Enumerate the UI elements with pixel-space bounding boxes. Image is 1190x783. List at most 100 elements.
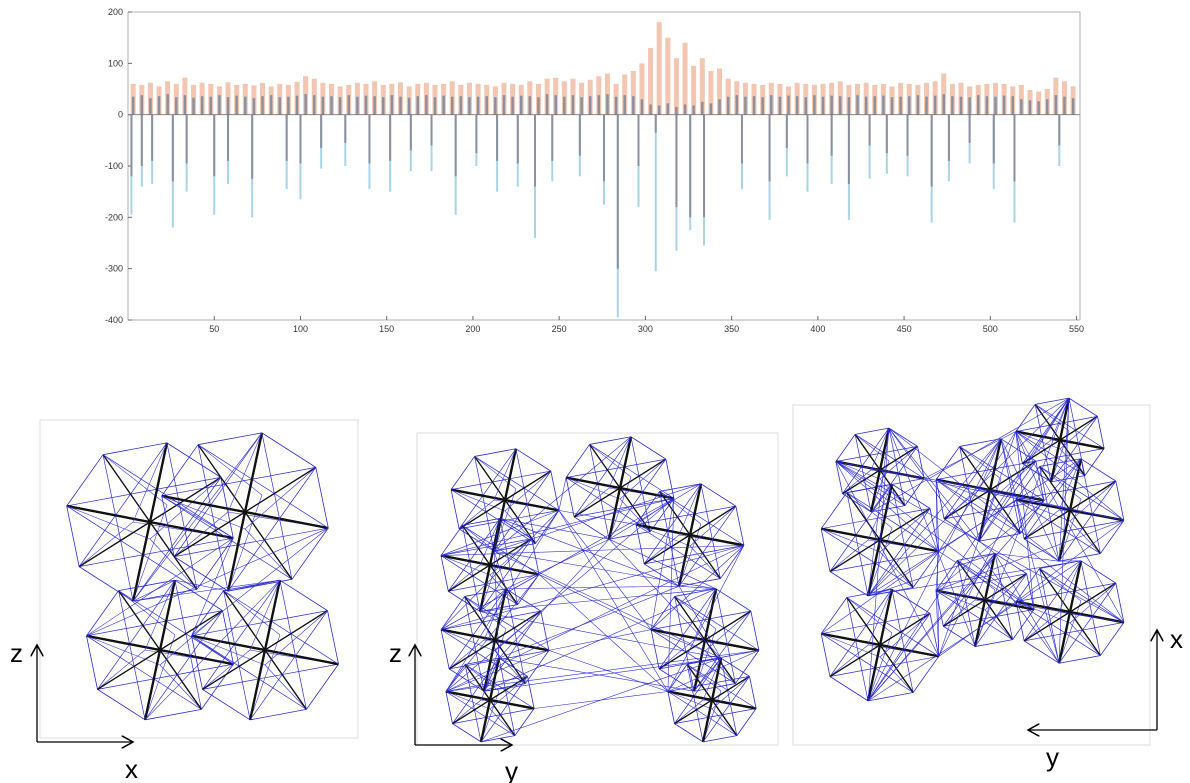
bar [296,96,299,115]
bar [434,97,437,114]
bar [674,58,679,114]
bar [132,97,135,115]
bar [1046,99,1049,114]
bar [344,115,346,143]
wireframes [40,398,1150,745]
y-tick-label: 100 [108,58,123,68]
bar [368,115,370,164]
strut [1059,554,1100,562]
strut [499,539,609,658]
bar [442,96,445,115]
axis-letter: z [389,638,402,668]
bar [287,97,290,115]
bar [632,96,635,114]
strut [86,538,233,636]
bar [1029,100,1032,114]
bar [201,96,204,114]
strut [451,456,475,489]
y-tick-label: -300 [105,264,123,274]
bar [856,95,859,115]
bar [563,97,566,115]
bar [410,115,412,151]
bar [477,97,480,115]
bar [744,97,747,115]
bar [496,115,498,161]
bar [830,96,833,115]
strut [292,528,328,579]
bar [727,97,730,115]
bar [192,98,195,115]
bar [925,97,928,115]
x-tick-label: 100 [293,324,308,334]
bar [951,96,954,114]
bar [684,104,687,114]
strut [871,398,1069,512]
bar [960,97,963,115]
strut [499,658,694,691]
bar [286,115,288,161]
x-tick-label: 450 [897,324,912,334]
bar [235,96,238,115]
bar [770,95,773,115]
strut [446,692,453,724]
bar [373,96,376,114]
bar [1013,115,1015,182]
strut [609,539,721,658]
strut [86,591,118,636]
bar [710,103,713,114]
strut [889,428,975,646]
bar [253,98,256,114]
bar [451,97,454,115]
bar [718,99,721,114]
y-tick-label: -100 [105,161,123,171]
bar [172,115,174,182]
bar-chart: -400-300-200-100010020050100150200250300… [105,7,1084,334]
strut [1069,398,1098,416]
strut [86,636,97,690]
bar [848,115,850,184]
axis-letter: y [505,756,518,783]
strut [636,525,644,564]
bar [503,95,506,115]
bar [943,94,946,115]
bar [665,38,670,115]
bar [261,96,264,114]
strut [499,586,679,658]
bar [874,96,877,114]
bar [948,115,950,161]
bar [517,115,519,164]
strut [475,449,516,457]
x-tick-label: 350 [724,324,739,334]
bar [339,97,342,114]
x-tick-label: 500 [983,324,998,334]
strut [228,580,280,591]
bar [580,97,583,114]
bar [151,115,153,161]
strut [716,589,751,611]
strut [516,449,551,471]
bar [213,115,215,177]
bar [485,96,488,114]
strut [441,510,559,555]
strut [750,676,757,708]
bar [839,96,842,114]
bar [227,97,230,114]
bar [391,95,394,115]
strut [328,611,339,665]
bar [899,97,902,115]
bar [993,115,995,164]
bar [579,115,581,156]
bar [365,96,368,115]
strut [701,484,736,506]
strut [515,708,534,735]
bar [408,98,411,115]
bar [822,97,825,115]
bar [589,96,592,114]
strut [703,736,737,742]
x-tick-label: 250 [552,324,567,334]
strut [1100,622,1124,655]
bar [166,94,169,115]
bar [692,105,695,114]
bar [425,95,428,115]
bar [689,115,691,218]
